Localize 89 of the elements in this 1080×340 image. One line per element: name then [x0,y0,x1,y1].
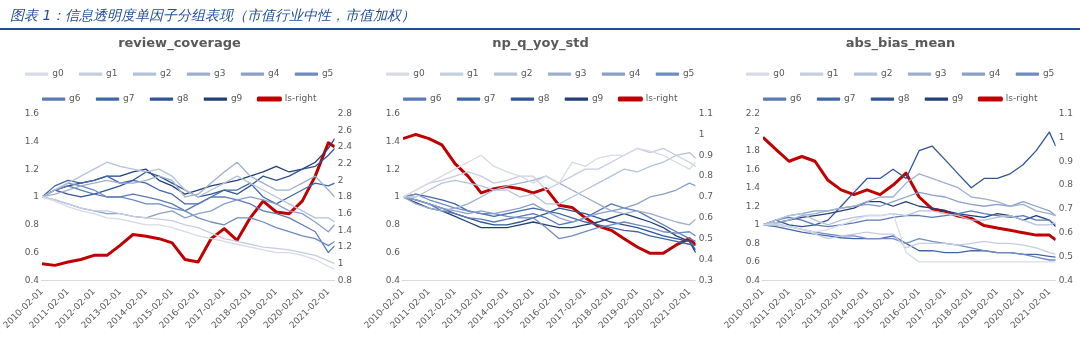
y2-tick-label: 0.7 [1058,203,1074,214]
y2-tick-label: 2.4 [337,141,353,152]
y-tick-label: 0.4 [24,274,40,285]
legend-label: g1 [466,68,479,79]
legend-label: g4 [267,68,280,79]
legend-label: g5 [682,68,694,79]
y2-tick-label: 0.9 [1058,155,1074,166]
legend-label: g1 [827,68,839,79]
y2-tick-label: 1.8 [337,191,353,202]
y-tick-label: 0.4 [385,274,400,285]
legend-label: g4 [628,68,641,79]
legend-label: g7 [123,93,135,104]
legend-label: g2 [881,68,893,79]
y-tick-label: 1 [33,191,39,202]
y-tick-label: 0.6 [745,256,761,267]
y2-tick-label: 0.3 [698,274,713,285]
y-tick-label: 1.2 [745,200,760,211]
y-tick-label: 1 [754,219,760,230]
y-tick-label: 1.4 [385,135,400,146]
y-tick-label: 1.4 [745,182,761,193]
chart-title: np_q_yoy_std [491,35,589,52]
y2-tick-label: 1 [698,128,704,139]
legend-label: g8 [176,93,189,104]
y-tick-label: 1.6 [745,163,761,174]
legend-label: g7 [844,93,856,104]
y2-tick-label: 2.8 [337,107,353,118]
y2-tick-label: 0.4 [1058,274,1074,285]
legend-label: g0 [412,68,425,79]
legend-label: g3 [935,68,947,79]
legend-label: g8 [897,93,910,104]
y2-tick-label: 0.6 [1058,227,1074,238]
legend-label: g6 [429,93,442,104]
y-tick-label: 0.6 [24,246,40,257]
legend-label: g2 [520,68,533,79]
y2-tick-label: 0.6 [698,212,713,223]
y-tick-label: 0.4 [745,274,761,285]
y-tick-label: 2.2 [745,107,760,118]
y2-tick-label: 1.6 [337,208,353,219]
legend-label: g8 [537,93,550,104]
y-tick-label: 0.8 [745,237,761,248]
legend-label: g1 [106,68,118,79]
y2-tick-label: 2.6 [337,124,353,135]
y2-tick-label: 0.5 [1058,250,1074,261]
y2-tick-label: 0.7 [698,191,713,202]
legend-label: ls-right [1005,93,1038,104]
legend-label: ls-right [284,93,317,104]
y2-tick-label: 2.2 [337,157,353,168]
legend-label: ls-right [645,93,678,104]
legend-label: g9 [951,93,964,104]
legend-label: g2 [160,68,172,79]
chart-title: abs_bias_mean [845,35,956,52]
y2-tick-label: 0.5 [698,233,713,244]
y2-tick-label: 1.1 [1058,107,1074,118]
legend-label: g6 [69,93,81,104]
y2-tick-label: 2 [337,174,344,185]
chart-title: review_coverage [118,35,242,52]
legend-label: g9 [591,93,604,104]
y-tick-label: 1.8 [745,145,761,156]
legend-label: g0 [773,68,785,79]
y2-tick-label: 0.9 [698,149,713,160]
y2-tick-label: 0.8 [337,274,353,285]
legend-label: g7 [483,93,495,104]
y2-tick-label: 1 [337,258,344,269]
y2-tick-label: 1.2 [337,241,353,252]
legend-label: g5 [321,68,334,79]
legend-label: g0 [52,68,64,79]
y-tick-label: 0.6 [385,246,400,257]
legend-label: g4 [988,68,1001,79]
y2-tick-label: 1 [1058,131,1065,142]
legend-label: g3 [574,68,586,79]
y-tick-label: 1 [393,191,400,202]
y-tick-label: 1.6 [385,107,400,118]
legend-label: g6 [790,93,802,104]
y-tick-label: 0.8 [24,219,40,230]
y-tick-label: 1.2 [385,163,400,174]
y2-tick-label: 0.4 [698,253,713,264]
y-tick-label: 0.8 [385,219,400,230]
text: 图表 1：信息透明度单因子分组表现（市值行业中性，市值加权） [10,7,416,23]
y2-tick-label: 1.1 [698,107,713,118]
legend-label: g5 [1042,68,1055,79]
y2-tick-label: 0.8 [698,170,713,181]
y2-tick-label: 0.8 [1058,179,1074,190]
legend-label: g9 [230,93,243,104]
y-tick-label: 1.2 [24,163,39,174]
y-tick-label: 2 [754,126,760,137]
legend-label: g3 [214,68,226,79]
y-tick-label: 1.4 [24,135,40,146]
y-tick-label: 1.6 [24,107,40,118]
y2-tick-label: 1.4 [337,224,353,235]
